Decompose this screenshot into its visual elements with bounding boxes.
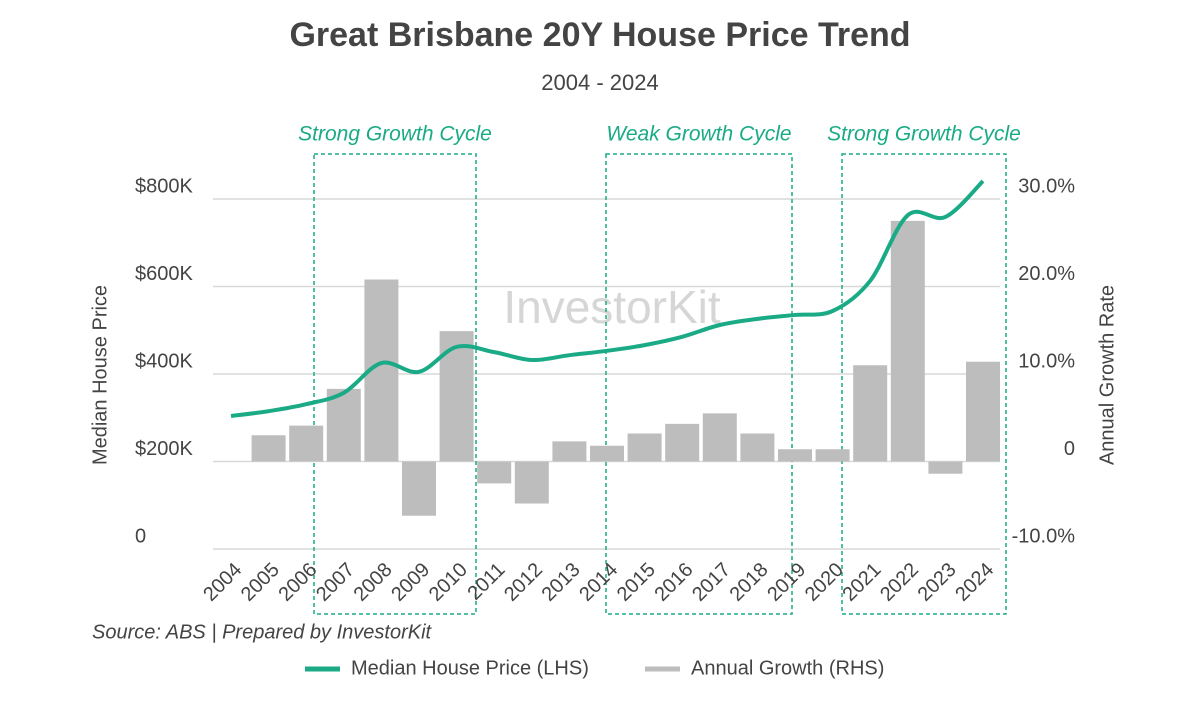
bar bbox=[778, 449, 812, 462]
x-tick-label: 2017 bbox=[688, 559, 735, 606]
x-tick-label: 2015 bbox=[613, 559, 660, 606]
annotation-box bbox=[605, 153, 793, 615]
bar bbox=[514, 461, 549, 504]
bar bbox=[402, 461, 436, 516]
bar bbox=[477, 461, 512, 484]
x-tick-label: 2014 bbox=[575, 559, 622, 606]
y2-tick-label: 0 bbox=[1064, 438, 1075, 460]
x-tick-label: 2007 bbox=[312, 559, 359, 606]
watermark: InvestorKit bbox=[503, 281, 721, 333]
bar bbox=[890, 220, 925, 462]
x-tick-label: 2013 bbox=[538, 559, 585, 606]
bar bbox=[439, 331, 474, 462]
x-tick-label: 2016 bbox=[650, 559, 697, 606]
bar bbox=[702, 413, 737, 462]
y2-axis-label: Annual Growth Rate bbox=[1096, 285, 1118, 465]
bar bbox=[928, 461, 963, 474]
bar bbox=[552, 441, 587, 462]
x-tick-label: 2024 bbox=[951, 559, 998, 606]
y-tick-label: $600K bbox=[135, 263, 193, 285]
source-note: Source: ABS | Prepared by InvestorKit bbox=[92, 621, 433, 643]
x-tick-label: 2022 bbox=[876, 559, 923, 606]
bar bbox=[966, 361, 1000, 462]
x-tick-label: 2021 bbox=[838, 559, 885, 606]
line bbox=[230, 179, 985, 418]
y2-tick-label: -10.0% bbox=[1012, 525, 1076, 547]
x-tick-label: 2009 bbox=[387, 559, 434, 606]
x-tick-label: 2019 bbox=[763, 559, 810, 606]
annotation-box bbox=[841, 153, 1007, 615]
legend-label: Annual Growth (RHS) bbox=[691, 657, 884, 679]
bar bbox=[853, 365, 888, 462]
x-tick-label: 2010 bbox=[425, 559, 472, 606]
x-tick-label: 2023 bbox=[914, 559, 961, 606]
annotation-box bbox=[313, 153, 477, 615]
bar bbox=[665, 423, 700, 462]
bar bbox=[815, 449, 850, 462]
bar bbox=[251, 435, 286, 462]
annotation-label: Weak Growth Cycle bbox=[606, 123, 791, 146]
x-tick-label: 2008 bbox=[350, 559, 397, 606]
y-tick-label: 0 bbox=[135, 525, 146, 547]
bar bbox=[740, 433, 775, 462]
x-tick-label: 2018 bbox=[726, 559, 773, 606]
bar bbox=[627, 433, 662, 462]
x-tick-label: 2011 bbox=[463, 559, 509, 605]
annotation-label: Strong Growth Cycle bbox=[827, 123, 1021, 146]
y-tick-label: $200K bbox=[135, 438, 193, 460]
y-axis-label: Median House Price bbox=[89, 285, 111, 465]
x-tick-label: 2005 bbox=[237, 559, 284, 606]
y2-tick-label: 20.0% bbox=[1018, 263, 1075, 285]
annotation-label: Strong Growth Cycle bbox=[298, 123, 492, 146]
y-tick-label: $800K bbox=[135, 175, 193, 197]
y-tick-label: $400K bbox=[135, 350, 193, 372]
x-tick-label: 2012 bbox=[500, 559, 547, 606]
y2-tick-label: 30.0% bbox=[1018, 175, 1075, 197]
x-tick-label: 2004 bbox=[199, 559, 246, 606]
chart-subtitle: 2004 - 2024 bbox=[541, 70, 658, 95]
y2-tick-label: 10.0% bbox=[1018, 350, 1075, 372]
bar bbox=[326, 388, 361, 462]
legend-label: Median House Price (LHS) bbox=[351, 657, 589, 679]
x-tick-label: 2020 bbox=[801, 559, 848, 606]
bar bbox=[289, 425, 324, 462]
bar bbox=[590, 445, 624, 462]
chart-title: Great Brisbane 20Y House Price Trend bbox=[289, 16, 910, 54]
